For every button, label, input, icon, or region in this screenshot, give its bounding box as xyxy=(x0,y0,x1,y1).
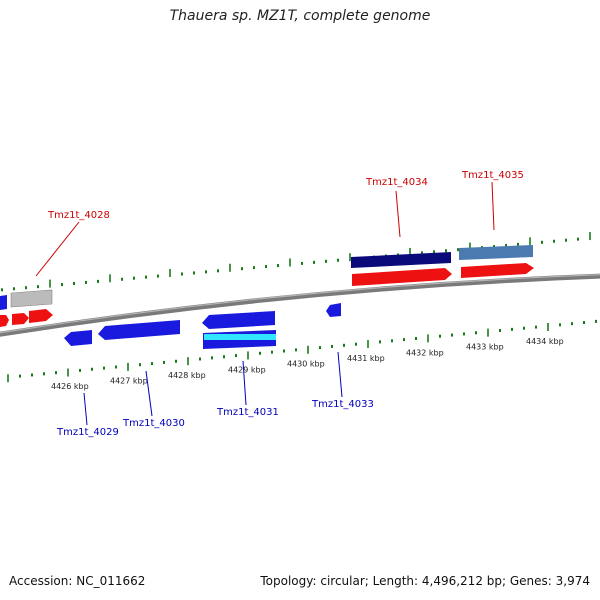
scale-label: 4431 kbp xyxy=(347,354,385,363)
gene-feature-cyan-band[interactable] xyxy=(204,334,276,340)
gene-feature-red-4035[interactable] xyxy=(461,263,534,278)
gene-feature-red-b[interactable] xyxy=(12,313,29,325)
reverse-tick-track xyxy=(7,319,597,383)
gene-labels: Tmz1t_4028 Tmz1t_4034 Tmz1t_4035 Tmz1t_4… xyxy=(47,170,524,438)
scale-label: 4434 kbp xyxy=(526,337,564,346)
gene-label-tmz1t-4035[interactable]: Tmz1t_4035 xyxy=(461,170,524,181)
gene-feature-red-c[interactable] xyxy=(29,309,53,323)
scale-label: 4428 kbp xyxy=(168,371,206,380)
leader-line-4035 xyxy=(491,181,495,231)
gene-label-tmz1t-4034[interactable]: Tmz1t_4034 xyxy=(365,177,428,188)
scale-label: 4429 kbp xyxy=(228,365,266,374)
scale-label: 4432 kbp xyxy=(406,348,444,357)
gene-feature-steelblue[interactable] xyxy=(459,245,533,260)
forward-genes xyxy=(0,245,534,327)
gene-label-tmz1t-4028[interactable]: Tmz1t_4028 xyxy=(47,210,110,221)
leader-line-4034 xyxy=(395,190,401,238)
gene-label-tmz1t-4030[interactable]: Tmz1t_4030 xyxy=(122,418,185,429)
gene-label-tmz1t-4033[interactable]: Tmz1t_4033 xyxy=(311,399,374,410)
genome-backbone xyxy=(0,273,600,337)
leader-line-4033 xyxy=(337,351,343,398)
scale-label: 4430 kbp xyxy=(287,360,325,369)
gene-feature-tmz1t-4033[interactable] xyxy=(326,303,341,317)
scale-label: 4427 kbp xyxy=(110,377,148,386)
gene-feature-blue-edge[interactable] xyxy=(0,295,7,310)
gene-feature-tmz1t-4031[interactable] xyxy=(202,311,275,329)
scale-label: 4433 kbp xyxy=(466,343,504,352)
leader-line-4028 xyxy=(35,221,80,277)
leader-line-4029 xyxy=(83,392,88,426)
leader-line-4031 xyxy=(242,360,247,406)
map-title: Thauera sp. MZ1T, complete genome xyxy=(169,8,431,24)
forward-tick-track xyxy=(1,232,591,292)
accession-text: Accession: NC_011662 xyxy=(9,574,146,588)
gene-feature-red-4034[interactable] xyxy=(352,268,452,286)
gene-label-tmz1t-4031[interactable]: Tmz1t_4031 xyxy=(216,407,279,418)
genome-backbone-highlight xyxy=(0,274,600,334)
scale-labels: 4426 kbp 4427 kbp 4428 kbp 4429 kbp 4430 kbp… xyxy=(51,337,564,391)
genome-summary-text: Topology: circular; Length: 4,496,212 bp… xyxy=(260,574,590,588)
gene-feature-gray[interactable] xyxy=(10,289,53,308)
scale-label: 4426 kbp xyxy=(51,382,89,391)
leader-line-4030 xyxy=(145,370,153,417)
gene-feature-tmz1t-4029[interactable] xyxy=(64,330,92,346)
gene-label-tmz1t-4029[interactable]: Tmz1t_4029 xyxy=(56,427,119,438)
gene-feature-tmz1t-4030[interactable] xyxy=(98,320,180,340)
gene-feature-navy[interactable] xyxy=(351,252,451,268)
reverse-genes xyxy=(64,303,341,349)
leader-lines xyxy=(35,181,495,426)
gene-feature-red-a[interactable] xyxy=(0,315,9,327)
